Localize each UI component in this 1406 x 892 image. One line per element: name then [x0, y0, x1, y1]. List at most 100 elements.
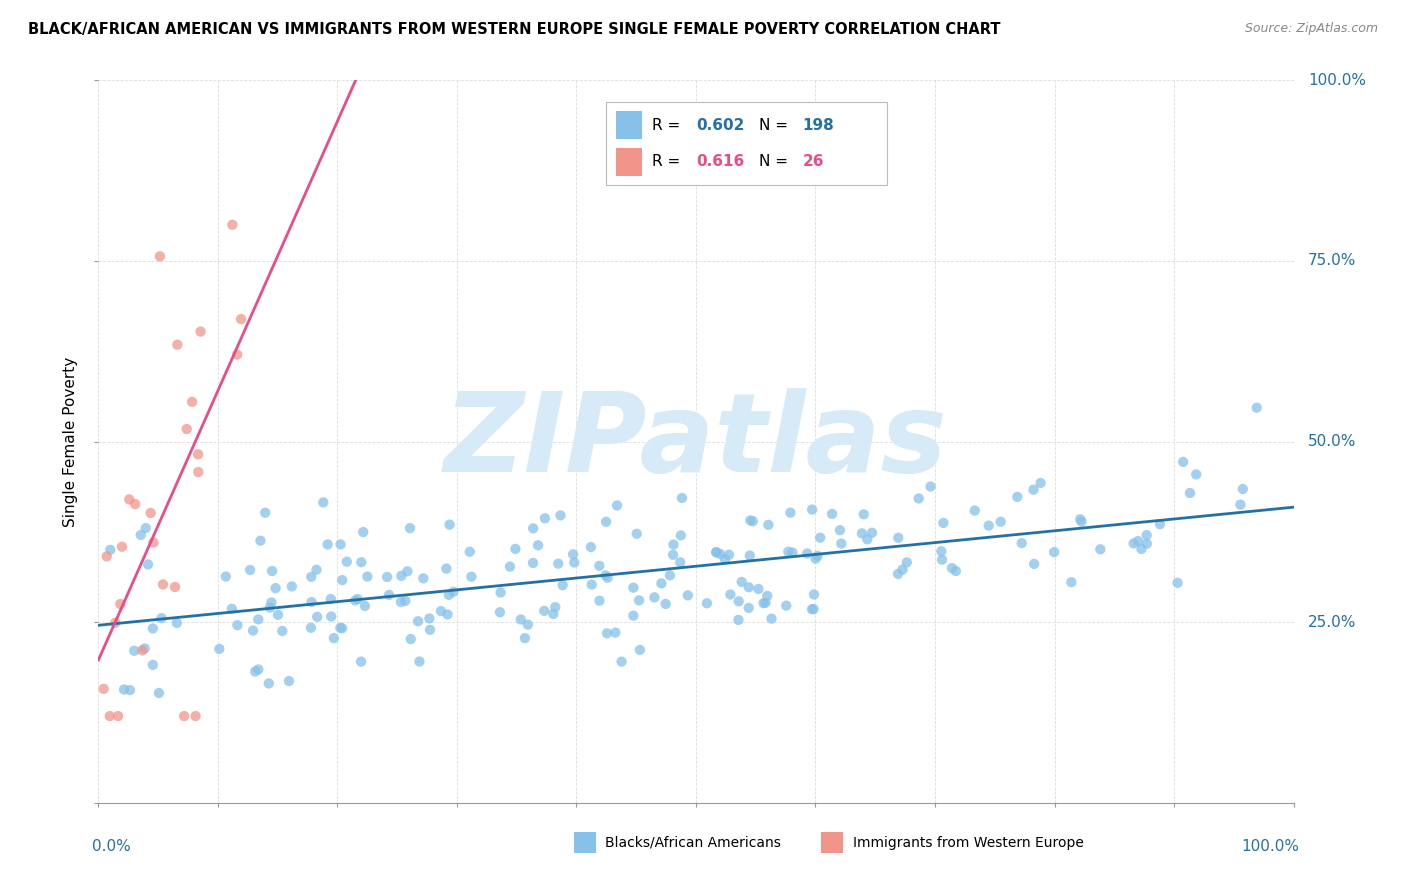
- Point: [720, 588, 742, 602]
- Point: [312, 495, 335, 509]
- Point: [104, 615, 127, 630]
- Point: [605, 625, 627, 640]
- Bar: [574, 831, 596, 854]
- Point: [522, 556, 544, 570]
- Point: [93, 681, 115, 696]
- Text: 0.0%: 0.0%: [93, 838, 131, 854]
- Point: [803, 602, 825, 616]
- Point: [920, 479, 942, 493]
- Point: [98, 542, 121, 557]
- Point: [152, 577, 174, 591]
- Text: Source: ZipAtlas.com: Source: ZipAtlas.com: [1244, 22, 1378, 36]
- Point: [142, 535, 165, 549]
- Point: [112, 682, 135, 697]
- Point: [329, 537, 352, 551]
- Point: [731, 574, 754, 589]
- Y-axis label: Single Female Poverty: Single Female Poverty: [63, 357, 79, 526]
- Point: [301, 595, 323, 609]
- Point: [782, 545, 804, 559]
- Text: 75.0%: 75.0%: [1308, 253, 1357, 268]
- Point: [399, 632, 422, 646]
- Point: [458, 545, 481, 559]
- Point: [259, 600, 281, 615]
- Point: [1246, 401, 1268, 415]
- Point: [756, 589, 779, 603]
- Point: [247, 612, 270, 626]
- Point: [257, 676, 280, 690]
- Point: [98, 709, 121, 723]
- Bar: [616, 148, 643, 176]
- Point: [260, 564, 283, 578]
- Text: Blacks/African Americans: Blacks/African Americans: [605, 836, 780, 849]
- Point: [136, 558, 159, 572]
- Text: 26: 26: [803, 154, 824, 169]
- Point: [1029, 475, 1052, 490]
- Point: [264, 581, 287, 595]
- Point: [775, 599, 797, 613]
- Point: [522, 521, 544, 535]
- Point: [375, 570, 398, 584]
- Point: [801, 502, 824, 516]
- Point: [932, 516, 955, 530]
- Point: [396, 565, 419, 579]
- Point: [319, 591, 342, 606]
- Point: [434, 561, 457, 575]
- Point: [662, 537, 685, 551]
- Point: [406, 614, 429, 628]
- Point: [499, 559, 522, 574]
- Point: [247, 662, 270, 676]
- Point: [696, 596, 718, 610]
- Point: [242, 624, 264, 638]
- Point: [139, 506, 162, 520]
- Point: [356, 569, 378, 583]
- Text: 0.616: 0.616: [696, 154, 744, 169]
- Point: [187, 447, 209, 461]
- Point: [1136, 528, 1159, 542]
- Point: [378, 588, 401, 602]
- Point: [412, 571, 434, 585]
- Point: [588, 593, 610, 607]
- Point: [278, 674, 301, 689]
- Point: [148, 686, 170, 700]
- Point: [389, 569, 412, 583]
- Point: [709, 547, 731, 561]
- Point: [184, 709, 207, 723]
- Point: [389, 595, 412, 609]
- Point: [738, 580, 761, 594]
- Point: [1178, 486, 1201, 500]
- Point: [344, 593, 367, 607]
- Point: [808, 531, 831, 545]
- Point: [419, 623, 441, 637]
- Point: [740, 513, 762, 527]
- Point: [1090, 542, 1112, 557]
- Point: [1136, 537, 1159, 551]
- Point: [460, 570, 482, 584]
- Point: [830, 536, 852, 550]
- Point: [96, 549, 118, 564]
- Point: [149, 249, 172, 263]
- Point: [281, 579, 304, 593]
- Point: [1043, 545, 1066, 559]
- Point: [533, 604, 555, 618]
- Point: [176, 422, 198, 436]
- Point: [1122, 536, 1144, 550]
- Point: [441, 584, 464, 599]
- Point: [595, 568, 617, 582]
- Point: [1149, 517, 1171, 532]
- Point: [990, 515, 1012, 529]
- Point: [322, 631, 344, 645]
- Text: R =: R =: [652, 154, 685, 169]
- Point: [208, 642, 231, 657]
- Point: [131, 643, 153, 657]
- Point: [150, 611, 173, 625]
- Point: [166, 337, 188, 351]
- Point: [852, 508, 875, 522]
- Point: [181, 394, 204, 409]
- Point: [1011, 536, 1033, 550]
- Point: [254, 506, 277, 520]
- Point: [821, 507, 844, 521]
- Point: [110, 597, 132, 611]
- Point: [606, 499, 628, 513]
- Point: [741, 514, 763, 528]
- Point: [595, 515, 617, 529]
